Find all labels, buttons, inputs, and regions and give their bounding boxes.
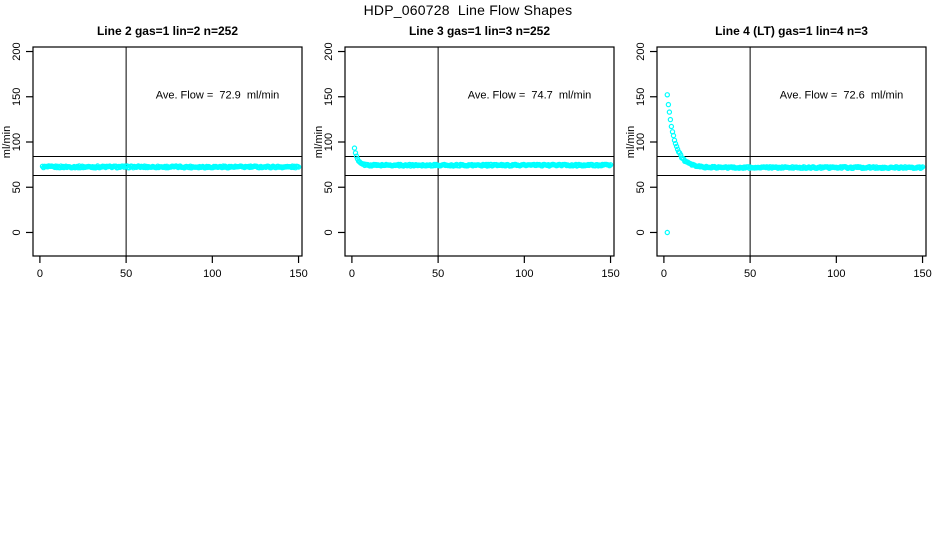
y-tick-label: 200	[635, 42, 647, 60]
figure-title: HDP_060728 Line Flow Shapes	[363, 2, 573, 18]
plot-frame	[656, 46, 927, 257]
data-point	[671, 137, 678, 143]
ave-flow-annotation: Ave. Flow = 72.6 ml/min	[780, 90, 904, 102]
data-point	[352, 150, 359, 156]
y-axis-label: ml/min	[625, 126, 637, 158]
plot-frame	[32, 46, 303, 257]
data-point	[607, 162, 614, 168]
y-tick-label: 150	[11, 88, 23, 106]
data-point	[667, 116, 674, 123]
x-tick-label: 150	[289, 268, 307, 280]
x-tick-label: 100	[515, 268, 533, 280]
y-tick-label: 0	[323, 229, 335, 235]
y-tick-label: 0	[11, 229, 23, 235]
y-tick-label: 100	[323, 133, 335, 151]
panel-row: Line 2 gas=1 lin=2 n=252 0 50 100 150 0 50 100 1…	[1, 24, 932, 280]
x-tick-label: 100	[203, 268, 221, 280]
data-point	[672, 140, 679, 147]
data-point	[666, 109, 673, 115]
y-tick-label: 50	[323, 181, 335, 193]
y-axis-label: ml/min	[313, 126, 325, 158]
y-tick-label: 50	[11, 181, 23, 193]
x-tick-label: 150	[601, 268, 619, 280]
x-tick-label: 0	[661, 268, 667, 280]
data-point	[665, 101, 672, 108]
data-point	[295, 164, 302, 170]
panel-line-4-chart: Line 4 (LT) gas=1 lin=4 n=3 0 50 100 150 0 50 1…	[625, 24, 932, 280]
y-tick-label: 150	[323, 88, 335, 106]
data-point	[670, 132, 677, 139]
y-tick-label: 150	[635, 88, 647, 106]
panel-title: Line 2 gas=1 lin=2 n=252	[97, 24, 238, 38]
panel-line-2-chart: Line 2 gas=1 lin=2 n=252 0 50 100 150 0 50 100 1…	[1, 24, 308, 280]
plot-frame	[344, 46, 615, 257]
data-point-outlier	[664, 229, 671, 236]
x-tick-label: 100	[827, 268, 845, 280]
ave-flow-annotation: Ave. Flow = 74.7 ml/min	[468, 90, 592, 102]
y-tick-label: 100	[635, 133, 647, 151]
y-tick-label: 200	[323, 42, 335, 60]
y-tick-label: 50	[635, 181, 647, 193]
ave-flow-annotation: Ave. Flow = 72.9 ml/min	[156, 90, 280, 102]
x-tick-label: 50	[432, 268, 444, 280]
panel-title: Line 4 (LT) gas=1 lin=4 n=3	[715, 24, 868, 38]
data-point	[664, 92, 671, 98]
panel-title: Line 3 gas=1 lin=3 n=252	[409, 24, 550, 38]
y-tick-label: 200	[11, 42, 23, 60]
x-tick-label: 50	[120, 268, 132, 280]
data-point	[351, 145, 358, 151]
y-axis-label: ml/min	[1, 126, 13, 158]
y-tick-label: 0	[635, 229, 647, 235]
data-point	[673, 143, 680, 150]
x-tick-label: 150	[913, 268, 931, 280]
data-point	[353, 153, 360, 159]
data-point	[668, 123, 675, 130]
data-point	[919, 164, 926, 170]
x-tick-label: 0	[349, 268, 355, 280]
x-tick-label: 50	[744, 268, 756, 280]
x-tick-label: 0	[37, 268, 43, 280]
y-tick-label: 100	[11, 133, 23, 151]
panel-line-3-chart: Line 3 gas=1 lin=3 n=252 0 50 100 150 0 50 100 1…	[313, 24, 620, 280]
